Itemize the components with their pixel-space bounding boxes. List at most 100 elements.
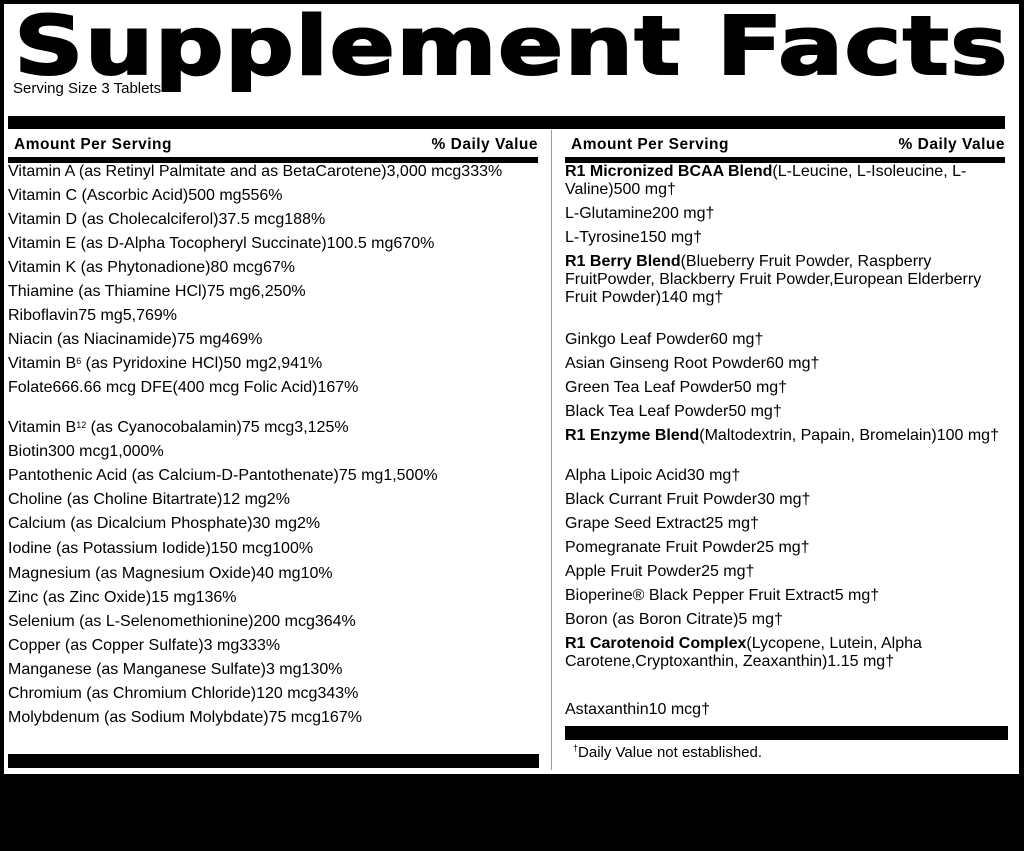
daily-value: 10% bbox=[300, 565, 333, 582]
nutrient-name-rest: (as Pyridoxine HCl) bbox=[81, 355, 224, 372]
nutrient-name: Riboflavin bbox=[8, 307, 78, 324]
nutrient-row: Choline (as Choline Bitartrate)12 mg2% bbox=[8, 491, 538, 515]
left-header: Amount Per Serving % Daily Value bbox=[8, 130, 538, 163]
ingredient-detail: (Lycopene, Lutein, Alpha Carotene, bbox=[565, 635, 922, 670]
dagger: † bbox=[778, 379, 788, 396]
ingredient-row: L-Glutamine200 mg† bbox=[565, 205, 1005, 229]
amount: 5 mg bbox=[834, 587, 871, 604]
daily-value: 130% bbox=[301, 661, 343, 678]
daily-value: 364% bbox=[314, 613, 356, 630]
amount-per-serving-heading: Amount Per Serving bbox=[571, 136, 729, 153]
ingredient-row: R1 Enzyme Blend(Maltodextrin, Papain, Br… bbox=[565, 427, 1005, 467]
nutrient-name: Biotin bbox=[8, 443, 48, 460]
dagger: † bbox=[749, 515, 759, 532]
nutrient-name-text: Vitamin D (as Cholecalciferol) bbox=[8, 211, 219, 228]
nutrient-name: Vitamin D (as Cholecalciferol) bbox=[8, 211, 218, 228]
nutrient-name-text: Manganese (as Manganese Sulfate) bbox=[8, 661, 266, 678]
amount: 30 mg bbox=[686, 467, 732, 484]
nutrient-name-text: Zinc (as Zinc Oxide) bbox=[8, 589, 152, 606]
ingredient-row: R1 Micronized BCAA Blend(L-Leucine, L-Is… bbox=[565, 163, 1005, 205]
dagger: † bbox=[667, 181, 676, 198]
ingredient-detail: Powder, Blackberry Fruit Powder, bbox=[597, 271, 834, 288]
dagger: † bbox=[990, 427, 999, 444]
daily-value: 1,500% bbox=[383, 467, 438, 484]
nutrient-name-text: Biotin bbox=[8, 443, 49, 460]
ingredient-row: Apple Fruit Powder25 mg† bbox=[565, 563, 1005, 587]
amount: 5 mg bbox=[738, 611, 774, 628]
amount: 200 mg bbox=[652, 205, 706, 222]
ingredient-row: Green Tea Leaf Powder50 mg† bbox=[565, 379, 1005, 403]
amount: 25 mg bbox=[705, 515, 750, 532]
header-rule bbox=[8, 116, 1005, 129]
amount: 666.66 mcg DFE bbox=[52, 379, 173, 396]
nutrient-name: Thiamine (as Thiamine HCl) bbox=[8, 283, 207, 300]
daily-value: 556% bbox=[241, 187, 283, 204]
dagger: † bbox=[731, 467, 741, 484]
amount: 60 mg bbox=[709, 331, 755, 348]
nutrient-name: Vitamin B12 (as Cyanocobalamin) bbox=[8, 419, 242, 436]
nutrient-name: Zinc (as Zinc Oxide) bbox=[8, 589, 151, 606]
column-divider bbox=[551, 130, 552, 770]
amount: 15 mg bbox=[151, 589, 196, 606]
nutrient-name-text: Vitamin C (Ascorbic Acid) bbox=[8, 187, 189, 204]
daily-value: 136% bbox=[195, 589, 237, 606]
amount: 50 mg bbox=[733, 379, 779, 396]
nutrient-row: Pantothenic Acid (as Calcium-D-Pantothen… bbox=[8, 467, 538, 491]
footnote: †Daily Value not established. bbox=[573, 743, 762, 761]
nutrient-row: Vitamin K (as Phytonadione)80 mcg67% bbox=[8, 259, 538, 283]
ingredient-name: R1 Micronized BCAA Blend bbox=[565, 163, 773, 180]
ingredient-name: Pomegranate Fruit Powder bbox=[565, 539, 757, 556]
nutrient-name: Vitamin E (as D-Alpha Tocopheryl Succina… bbox=[8, 235, 327, 252]
nutrient-name-text: Vitamin E (as D-Alpha Tocopheryl Succina… bbox=[8, 235, 327, 252]
amount: 30 mg bbox=[757, 491, 802, 508]
amount: 150 mcg bbox=[210, 540, 273, 557]
subscript: 6 bbox=[76, 356, 82, 366]
nutrient-row: Folate666.66 mcg DFE(400 mcg Folic Acid)… bbox=[8, 379, 538, 419]
ingredient-name: R1 Berry Blend bbox=[565, 253, 681, 270]
ingredient-row: Black Tea Leaf Powder50 mg† bbox=[565, 403, 1005, 427]
dagger: † bbox=[800, 539, 810, 556]
nutrient-name: Vitamin A (as Retinyl Palmitate and as B… bbox=[8, 163, 315, 180]
ingredient-row: Astaxanthin10 mcg† bbox=[565, 701, 1005, 725]
nutrient-name: Vitamin C (Ascorbic Acid) bbox=[8, 187, 188, 204]
amount-line2: (400 mcg Folic Acid) bbox=[172, 379, 318, 396]
dagger: † bbox=[870, 587, 880, 604]
daily-value: 6,250% bbox=[251, 283, 306, 300]
ingredient-row: Asian Ginseng Root Powder60 mg† bbox=[565, 355, 1005, 379]
ingredient-detail: European Elderberry Fruit Powder) bbox=[565, 271, 982, 306]
ingredient-name: Boron (as Boron Citrate) bbox=[565, 611, 739, 628]
panel-title: Supplement Facts bbox=[13, 0, 1009, 94]
nutrient-name-text: Calcium (as Dicalcium Phosphate) bbox=[8, 515, 253, 532]
nutrient-row: Niacin (as Niacinamide)75 mg469% bbox=[8, 331, 538, 355]
nutrient-row: Chromium (as Chromium Chloride)120 mcg34… bbox=[8, 685, 538, 709]
nutrient-name-text: Molybdenum (as Sodium Molybdate) bbox=[8, 709, 269, 726]
ingredient-row: Black Currant Fruit Powder30 mg† bbox=[565, 491, 1005, 515]
dagger: † bbox=[745, 563, 755, 580]
dagger: † bbox=[773, 611, 783, 628]
dagger: † bbox=[754, 331, 764, 348]
ingredient-row: Alpha Lipoic Acid30 mg† bbox=[565, 467, 1005, 491]
ingredient-name: Green Tea Leaf Powder bbox=[565, 379, 734, 396]
daily-value: 167% bbox=[317, 379, 359, 396]
right-header: Amount Per Serving % Daily Value bbox=[565, 130, 1005, 163]
daily-value: 167% bbox=[321, 709, 362, 726]
nutrient-row: Vitamin A (as Retinyl Palmitate and as B… bbox=[8, 163, 538, 187]
dagger: † bbox=[693, 229, 702, 246]
ingredient-name: Ginkgo Leaf Powder bbox=[565, 331, 710, 348]
daily-value: 2,941% bbox=[267, 355, 323, 372]
right-footer-rule bbox=[565, 726, 1008, 740]
amount: 150 mg bbox=[639, 229, 694, 246]
nutrient-name: Calcium (as Dicalcium Phosphate) bbox=[8, 515, 253, 532]
ingredient-name: Black Currant Fruit Powder bbox=[565, 491, 758, 508]
left-rows: Vitamin A (as Retinyl Palmitate and as B… bbox=[8, 163, 538, 733]
amount-per-serving-heading: Amount Per Serving bbox=[14, 136, 172, 153]
nutrient-name-text: Thiamine (as Thiamine HCl) bbox=[8, 283, 207, 300]
ingredient-row: Boron (as Boron Citrate)5 mg† bbox=[565, 611, 1005, 635]
amount: 12 mg bbox=[222, 491, 267, 508]
daily-value: 188% bbox=[284, 211, 326, 228]
daily-value: 100% bbox=[272, 540, 314, 557]
amount: 40 mg bbox=[256, 565, 301, 582]
daily-value: 5,769% bbox=[122, 307, 177, 324]
amount: 50 mg bbox=[223, 355, 268, 372]
daily-value: 2% bbox=[297, 515, 321, 532]
